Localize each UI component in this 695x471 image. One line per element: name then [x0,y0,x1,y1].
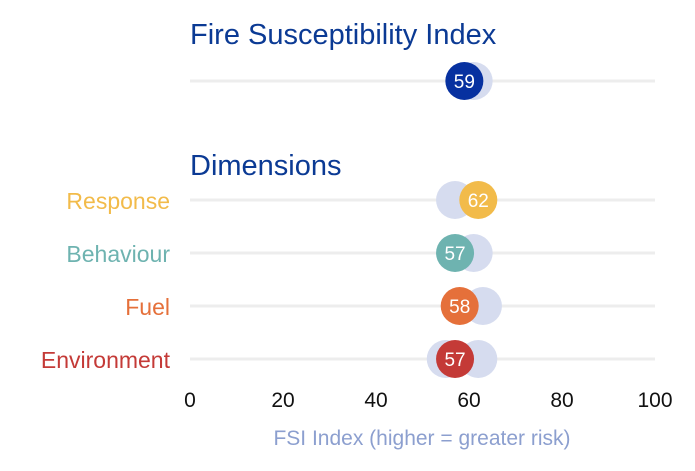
dimension-row-response: 62 Response [66,181,655,219]
dimension-environment-label: Environment [41,347,171,373]
x-tick-label: 40 [364,389,387,412]
x-tick-label: 20 [271,389,294,412]
x-axis-title: FSI Index (higher = greater risk) [273,427,570,450]
dimension-fuel-value-label: 58 [449,297,470,318]
dimension-row-environment: 57 Environment [41,340,655,378]
dimension-row-behaviour: 57 Behaviour [66,234,655,272]
overall-row: 59 [190,62,655,100]
dimension-behaviour-label: Behaviour [66,241,170,267]
dimensions-heading: Dimensions [190,150,342,182]
overall-point [445,62,484,100]
dimension-environment-point [436,340,475,378]
dimension-response-point [459,181,498,219]
dimension-response-value-label: 62 [468,191,489,212]
x-tick-label: 0 [184,389,196,412]
dimension-behaviour-value-label: 57 [444,244,465,265]
x-tick-label: 80 [550,389,573,412]
dimension-behaviour-point [436,234,475,272]
dimension-rows: 62 Response 57 Behaviour 58 Fuel 57 Environment [41,181,655,378]
x-axis-ticks: 0 20 40 60 80 100 [184,389,672,412]
dimension-environment-value-label: 57 [444,350,465,371]
overall-value-label: 59 [454,72,475,93]
dimension-response-label: Response [66,188,170,214]
dimension-row-fuel: 58 Fuel [125,287,655,325]
chart-title: Fire Susceptibility Index [190,19,497,51]
x-tick-label: 60 [457,389,480,412]
dimension-fuel-point [440,287,479,325]
dimension-fuel-label: Fuel [125,294,170,320]
x-tick-label: 100 [637,389,672,412]
